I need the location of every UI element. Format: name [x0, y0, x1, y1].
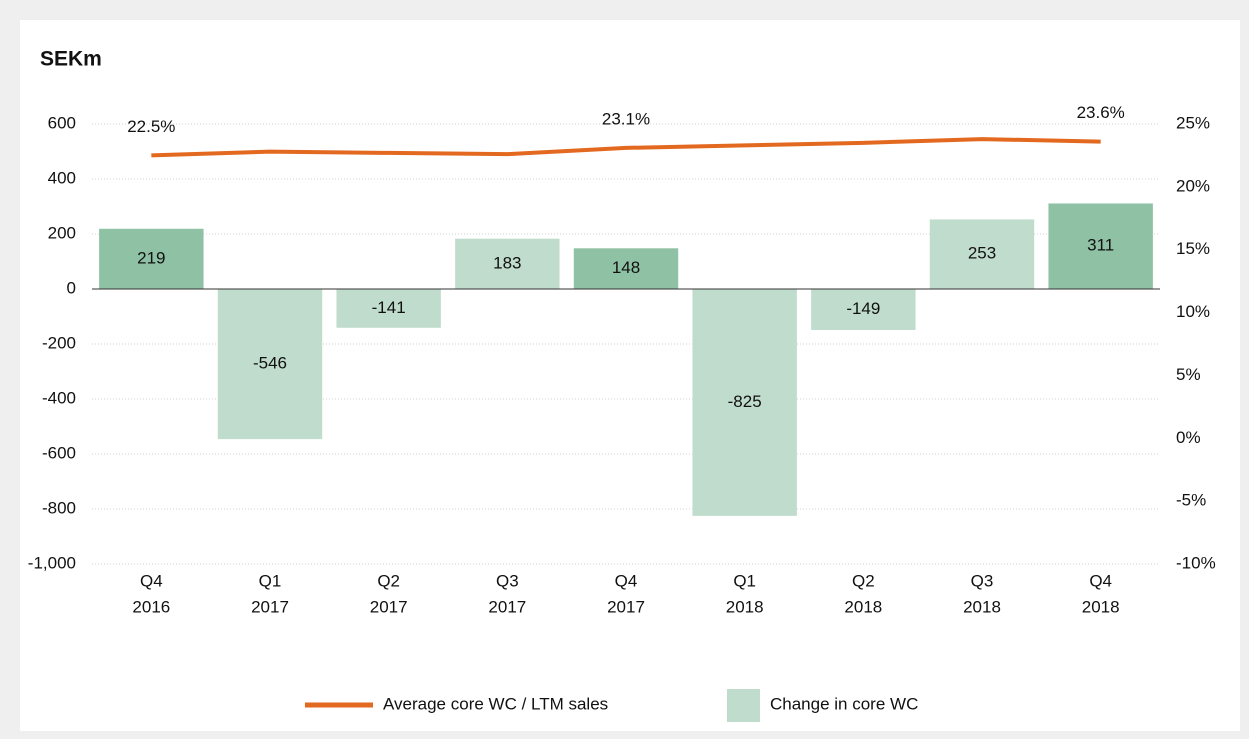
x-tick-label: Q2 — [852, 571, 875, 590]
y-tick-label: -600 — [42, 443, 76, 462]
line-value-label: 23.1% — [602, 109, 650, 128]
x-tick-label: Q3 — [496, 571, 519, 590]
x-tick-label: Q3 — [971, 571, 994, 590]
line — [151, 137, 1101, 158]
y2-tick-label: 10% — [1176, 302, 1210, 321]
y2-tick-label: 25% — [1176, 113, 1210, 132]
x-tick-label: 2018 — [1082, 597, 1120, 616]
bar — [217, 289, 323, 440]
chart-title: SEKm — [40, 48, 102, 71]
bar-value-label: 253 — [968, 244, 996, 263]
bar — [929, 219, 1035, 289]
bar-value-label: 311 — [1087, 236, 1114, 255]
y2-tick-label: 5% — [1176, 365, 1201, 384]
y-tick-label: -800 — [42, 498, 76, 517]
bar-value-label: -149 — [846, 299, 880, 318]
x-tick-label: Q4 — [615, 571, 638, 590]
bar-value-label: -825 — [728, 392, 762, 411]
y-tick-label: 200 — [48, 223, 76, 242]
x-tick-label: Q4 — [140, 571, 163, 590]
line-value-label: 23.6% — [1077, 103, 1125, 122]
x-tick-label: 2018 — [844, 597, 882, 616]
bar — [811, 289, 916, 330]
y-tick-label: -400 — [42, 388, 76, 407]
x-tick-label: Q2 — [377, 571, 400, 590]
x-tick-label: 2017 — [607, 597, 645, 616]
y-tick-label: 600 — [48, 113, 76, 132]
bar — [1048, 203, 1153, 289]
bar — [336, 289, 441, 328]
y-tick-label: 0 — [67, 278, 76, 297]
x-tick-label: 2018 — [963, 597, 1001, 616]
x-tick-label: 2017 — [488, 597, 526, 616]
x-tick-label: 2017 — [370, 597, 408, 616]
line-value-label: 22.5% — [127, 117, 175, 136]
y2-tick-label: -5% — [1176, 491, 1206, 510]
y-tick-label: 400 — [48, 168, 76, 187]
bar-value-label: 219 — [137, 248, 165, 267]
x-tick-label: Q1 — [259, 571, 282, 590]
x-tick-label: 2018 — [726, 597, 764, 616]
x-tick-label: 2017 — [251, 597, 289, 616]
y-tick-label: -200 — [42, 333, 76, 352]
x-tick-label: Q4 — [1089, 571, 1112, 590]
x-tick-label: 2016 — [132, 597, 170, 616]
legend-label: Change in core WC — [770, 694, 918, 713]
bar-value-label: 148 — [612, 258, 640, 277]
bar-value-label: -546 — [253, 354, 287, 373]
bar — [455, 238, 560, 289]
legend-swatch — [727, 689, 760, 722]
y2-tick-label: -10% — [1176, 553, 1216, 572]
bar-value-label: -141 — [372, 298, 406, 317]
bar-value-label: 183 — [493, 253, 521, 272]
y2-tick-label: 20% — [1176, 176, 1210, 195]
y-tick-label: -1,000 — [28, 553, 76, 572]
y2-tick-label: 15% — [1176, 239, 1210, 258]
legend-label: Average core WC / LTM sales — [383, 694, 608, 713]
bar — [692, 289, 797, 516]
bar — [99, 228, 204, 289]
y2-tick-label: 0% — [1176, 428, 1201, 447]
bar — [573, 248, 679, 289]
x-tick-label: Q1 — [733, 571, 756, 590]
